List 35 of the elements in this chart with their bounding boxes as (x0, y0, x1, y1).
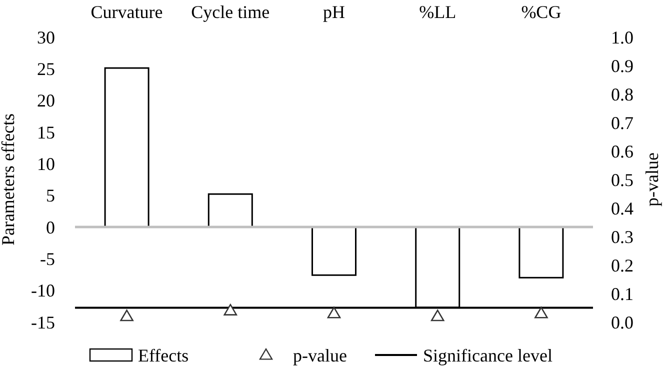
y2-tick-label: 0.1 (611, 284, 634, 304)
legend-label: Significance level (423, 345, 552, 366)
y2-tick-label: 0.2 (611, 255, 634, 276)
x-tick-label: %CG (521, 2, 562, 22)
bar (104, 67, 150, 228)
y2-tick-label: 1.0 (611, 27, 634, 48)
y-tick-label: 30 (37, 27, 55, 48)
y-tick-label: 20 (37, 90, 55, 111)
x-tick-label: pH (323, 2, 345, 22)
y2-tick-label: 0.9 (611, 56, 634, 76)
y-tick-label: 5 (46, 186, 55, 206)
y-axis-title: Parameters effects (0, 113, 18, 246)
x-tick-label: %LL (419, 2, 456, 22)
y2-tick-label: 0.5 (611, 170, 634, 190)
bar (208, 193, 253, 228)
y-tick-label: -15 (31, 312, 55, 332)
bar (518, 226, 564, 278)
x-tick-label: Cycle time (191, 2, 270, 22)
y-tick-label: -10 (31, 280, 55, 301)
x-tick-label: Curvature (90, 2, 163, 22)
bar (311, 226, 357, 276)
y2-tick-label: 0.4 (611, 198, 634, 218)
y2-tick-label: 0.7 (611, 112, 634, 133)
y-tick-label: 15 (37, 122, 55, 142)
y-tick-label: 10 (37, 154, 55, 174)
legend-label: Effects (138, 345, 189, 366)
y2-tick-label: 0.8 (611, 84, 634, 104)
legend-label: p-value (293, 345, 347, 366)
y-tick-label: -5 (40, 248, 55, 269)
y-tick-label: 0 (46, 217, 55, 238)
y2-tick-label: 0.3 (611, 226, 634, 247)
y2-tick-label: 0.0 (611, 312, 634, 332)
y2-axis-title: p-value (642, 152, 662, 206)
y2-tick-label: 0.6 (611, 141, 634, 162)
y-tick-label: 25 (37, 58, 55, 79)
